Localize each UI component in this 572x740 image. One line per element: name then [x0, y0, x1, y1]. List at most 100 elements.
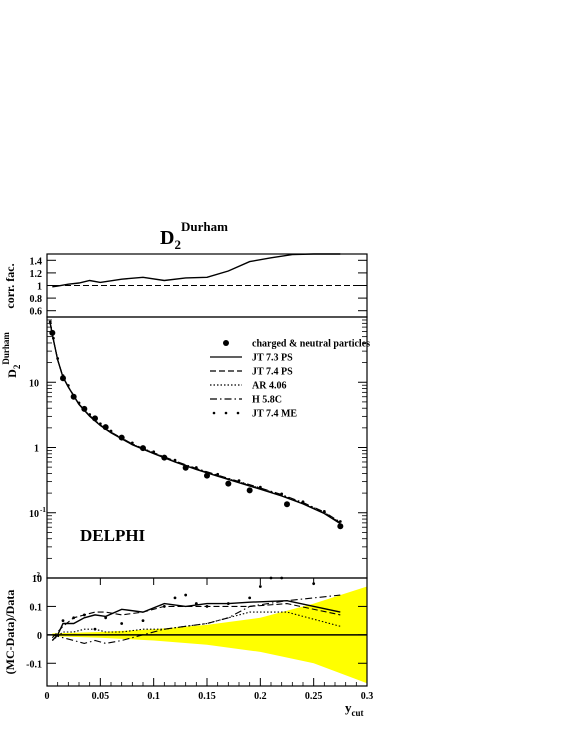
d2-durham-me-curve-point	[280, 492, 284, 496]
d2-durham-me-curve-point	[130, 441, 134, 445]
d2-durham-y-label: D2Durham	[1, 332, 22, 378]
d2-durham-me-curve-point	[109, 429, 113, 433]
ratio-corner-label: 10	[32, 574, 42, 585]
ratio-sparse-dots-line-point	[248, 596, 252, 600]
d2-durham-mc-curve-dashdot	[49, 323, 341, 523]
d2-durham-data-point	[225, 480, 232, 487]
x-axis: 0 0.05 0.1 0.15 0.2 0.25 0.3	[45, 578, 374, 702]
correction-factor-y-label: 0.8	[30, 294, 43, 305]
legend: charged & neutral particles JT 7.3 PS JT 7…	[210, 339, 370, 420]
ratio-sparse-dots-line-point	[205, 605, 209, 608]
d2-durham-me-curve-point	[66, 384, 70, 387]
legend-marker-dots	[224, 411, 228, 415]
d2-durham-me-curve-point	[194, 466, 198, 469]
d2-durham-data-point	[81, 405, 88, 412]
d2-durham-mc-curve-dotted	[49, 323, 341, 524]
d2-durham-y-label: 10	[29, 509, 39, 520]
d2-durham-me-curve-point	[98, 422, 102, 426]
d2-durham-data-point	[102, 424, 109, 431]
d2-durham-data-point	[161, 454, 168, 461]
ratio-dashed-line	[51, 603, 341, 639]
legend-marker-dots	[236, 411, 240, 415]
ratio-sparse-dots-line-point	[194, 602, 198, 605]
legend-marker-dots	[212, 411, 216, 415]
ratio-sparse-dots-line-point	[162, 605, 166, 608]
legend-marker-dot	[223, 340, 229, 346]
legend-label: JT 7.4 ME	[252, 409, 297, 420]
ratio-sparse-dots-line-point	[173, 596, 177, 600]
d2-durham-me-curve-point	[56, 357, 60, 360]
d2-durham-me-curve-point	[338, 520, 342, 523]
d2-durham-data-point	[182, 464, 189, 471]
x-axis-tick-label: 0.15	[198, 691, 216, 702]
x-axis-tick-label: 0.2	[254, 691, 267, 702]
x-axis-label: ycut	[345, 700, 364, 718]
d2-durham-data-point	[60, 375, 66, 382]
correction-factor-y-axis: 0.6 0.81 1.2 1.4	[30, 256, 367, 318]
d2-durham-data-point	[49, 329, 56, 336]
ratio-sparse-dots-line-point	[61, 619, 65, 623]
d2-durham-data-point	[337, 523, 344, 530]
d2-durham-data-point	[246, 487, 253, 494]
d2-durham-mc-curve-dashed	[49, 323, 341, 524]
correction-factor-y-label: 1.4	[30, 256, 43, 267]
d2-durham-data-point	[284, 501, 290, 508]
x-axis-tick-label: 0.25	[305, 691, 323, 702]
d2-durham-me-curve-point	[237, 479, 241, 483]
d2-durham-me-curve-point	[173, 458, 177, 462]
ratio-plot	[47, 576, 368, 684]
ratio-y-label: 0.1	[30, 602, 43, 613]
x-axis-tick-label: 0.05	[92, 691, 110, 702]
legend-label: JT 7.3 PS	[252, 353, 293, 364]
ratio-sparse-dots-line-point	[226, 602, 230, 605]
ratio-y-label: -0.1	[26, 659, 42, 670]
legend-label: JT 7.4 PS	[252, 367, 293, 378]
ratio-sparse-dots-line-point	[141, 619, 145, 623]
d2-durham-data-point	[140, 445, 146, 452]
ratio-sparse-dots-line-point	[258, 585, 262, 588]
ratio-sparse-dots-line-point	[93, 627, 97, 631]
ratio-y-label: 0	[37, 631, 42, 642]
ratio-sparse-dots-line-point	[104, 616, 108, 620]
ratio-y-label: (MC-Data)/Data	[3, 590, 17, 675]
correction-factor-y-label: 1.2	[30, 269, 43, 280]
d2-durham-me-curve-point	[48, 320, 52, 324]
d2-durham-me-curve-point	[152, 450, 156, 454]
d2-durham-y-label-exponent: -1	[40, 506, 46, 514]
d2-durham-plot	[48, 320, 344, 530]
d2-durham-data-point	[204, 472, 210, 479]
ratio-solid-line	[51, 599, 341, 641]
x-axis-tick-label: 0.1	[147, 691, 160, 702]
d2-durham-me-curve-point	[88, 413, 92, 416]
correction-factor-panel: 0.6 0.81 1.2 1.4 corr. fac.	[3, 253, 368, 318]
ratio-sparse-dots-line-point	[72, 616, 76, 620]
correction-factor-plot	[47, 253, 367, 288]
d2-durham-y-label: 1	[34, 444, 39, 455]
ratio-sparse-dots-line-point	[120, 622, 124, 625]
ratio-dashdot-line	[52, 594, 341, 644]
d2-durham-y-label-exponent: -2	[34, 571, 40, 579]
d2-durham-data-point	[92, 415, 98, 422]
ratio-panel: -0.1 0 0.1 10 0 0.05 0.1 0.15 0.2 0.25 0.3 (MC-Da…	[3, 574, 373, 718]
legend-label: H 5.8C	[252, 395, 282, 406]
d2-durham-y-label: 10	[29, 378, 39, 389]
x-axis-tick-label: 0	[45, 691, 50, 702]
d2-durham-data-point	[118, 434, 125, 441]
correction-factor-y-label: 0.6	[30, 307, 43, 318]
d2-durham-me-curve-point	[77, 401, 81, 405]
d2-durham-me-curve-point	[301, 500, 305, 504]
delphi-annotation: DELPHI	[80, 526, 146, 545]
legend-label: AR 4.06	[252, 381, 286, 392]
ratio-sparse-dots-line-point	[82, 613, 86, 617]
correction-factor-y-label: 1	[37, 282, 42, 293]
d2-durham-me-curve-point	[216, 472, 220, 476]
figure-title: D2Durham	[160, 219, 228, 252]
d2-durham-me-curve-point	[322, 509, 326, 513]
ratio-sparse-dots-line-point	[184, 593, 188, 597]
x-axis-tick-label: 0.3	[361, 691, 374, 702]
d2-durham-data-point	[70, 393, 77, 400]
ratio-y-axis: -0.1 0 0.1 10	[26, 574, 367, 670]
